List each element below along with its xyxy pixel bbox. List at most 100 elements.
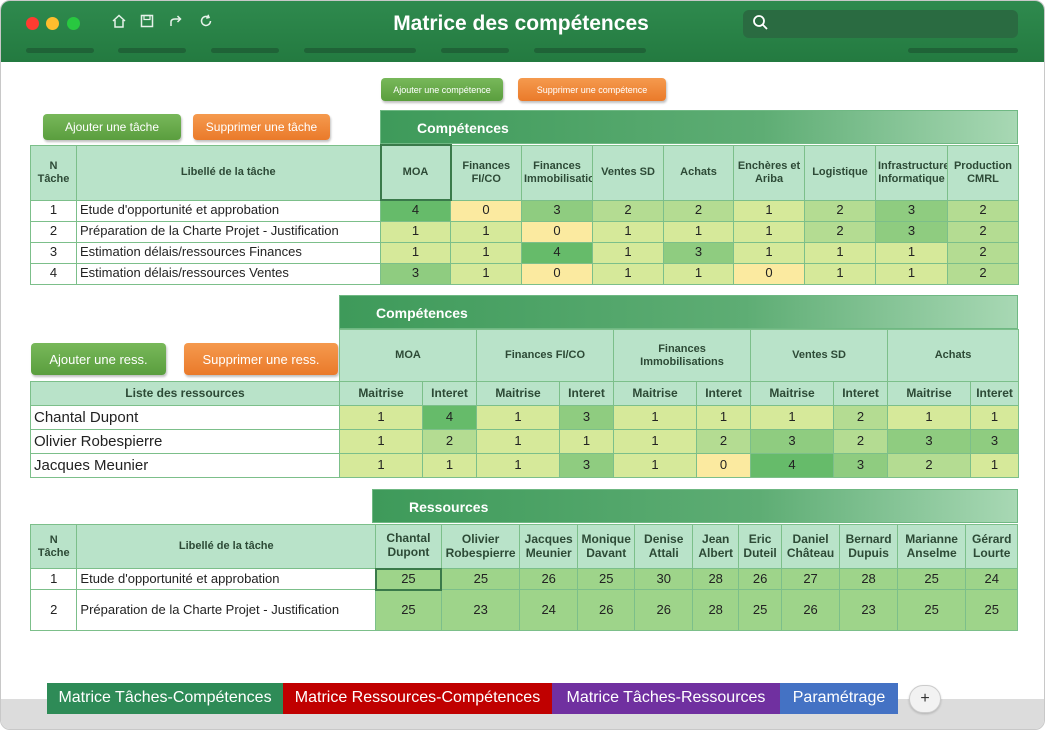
competence-level-cell[interactable]: 0 bbox=[521, 262, 593, 285]
interet-cell[interactable]: 2 bbox=[833, 429, 889, 454]
competence-level-cell[interactable]: 1 bbox=[733, 220, 805, 243]
task-label-cell[interactable]: Préparation de la Charte Projet - Justif… bbox=[76, 220, 381, 243]
score-cell[interactable]: 27 bbox=[780, 568, 841, 590]
competence-level-cell[interactable]: 1 bbox=[804, 241, 876, 264]
maitrise-cell[interactable]: 1 bbox=[339, 429, 423, 454]
column-header-competence[interactable]: Infrastructure Informatique bbox=[875, 144, 948, 201]
interet-cell[interactable]: 3 bbox=[970, 429, 1020, 454]
competence-level-cell[interactable]: 0 bbox=[733, 262, 805, 285]
maitrise-cell[interactable]: 1 bbox=[339, 453, 423, 478]
interet-cell[interactable]: 1 bbox=[559, 429, 615, 454]
column-header-resource[interactable]: Marianne Anselme bbox=[896, 524, 967, 569]
competence-level-cell[interactable]: 0 bbox=[521, 220, 593, 243]
column-header-competence[interactable]: Ventes SD bbox=[592, 144, 664, 201]
competence-level-cell[interactable]: 1 bbox=[450, 241, 522, 264]
competence-level-cell[interactable]: 1 bbox=[592, 262, 664, 285]
column-header-competence[interactable]: Ventes SD bbox=[750, 329, 889, 382]
competence-level-cell[interactable]: 1 bbox=[875, 262, 948, 285]
score-cell[interactable]: 26 bbox=[634, 589, 693, 631]
score-cell[interactable]: 25 bbox=[440, 568, 521, 590]
score-cell[interactable]: 28 bbox=[691, 589, 740, 631]
competence-level-cell[interactable]: 2 bbox=[947, 220, 1019, 243]
maitrise-cell[interactable]: 3 bbox=[750, 429, 835, 454]
tab-matrice-taches-competences[interactable]: Matrice Tâches-Compétences bbox=[47, 683, 283, 714]
column-header-resource[interactable]: Chantal Dupont bbox=[375, 524, 442, 569]
column-header-resource[interactable]: Daniel Château bbox=[780, 524, 841, 569]
competence-level-cell[interactable]: 1 bbox=[733, 241, 805, 264]
score-cell[interactable]: 30 bbox=[634, 568, 693, 590]
column-header-competence[interactable]: MOA bbox=[379, 144, 452, 201]
score-cell[interactable]: 24 bbox=[519, 589, 578, 631]
interet-cell[interactable]: 3 bbox=[559, 453, 615, 478]
column-header-resource[interactable]: Olivier Robespierre bbox=[440, 524, 521, 569]
task-label-cell[interactable]: Estimation délais/ressources Ventes bbox=[76, 262, 381, 285]
resource-name-cell[interactable]: Olivier Robespierre bbox=[30, 429, 340, 454]
task-number-cell[interactable]: 1 bbox=[30, 199, 77, 222]
competence-level-cell[interactable]: 2 bbox=[947, 199, 1019, 222]
column-header-resource[interactable]: Denise Attali bbox=[634, 524, 693, 569]
task-number-cell[interactable]: 4 bbox=[30, 262, 77, 285]
score-cell[interactable]: 25 bbox=[896, 589, 967, 631]
maitrise-cell[interactable]: 1 bbox=[613, 453, 698, 478]
delete-competence-button[interactable]: Supprimer une compétence bbox=[518, 78, 666, 101]
column-header-competence[interactable]: Finances Immobilisations bbox=[613, 329, 752, 382]
home-icon[interactable] bbox=[109, 13, 129, 33]
competence-level-cell[interactable]: 1 bbox=[380, 241, 451, 264]
column-header-resource[interactable]: Gérard Lourte bbox=[965, 524, 1018, 569]
competence-level-cell[interactable]: 1 bbox=[663, 262, 734, 285]
interet-cell[interactable]: 2 bbox=[421, 429, 478, 454]
column-header-competence[interactable]: Enchères et Ariba bbox=[733, 144, 805, 201]
maitrise-cell[interactable]: 1 bbox=[887, 405, 972, 430]
competence-level-cell[interactable]: 1 bbox=[663, 220, 734, 243]
maitrise-cell[interactable]: 1 bbox=[476, 429, 561, 454]
competence-level-cell[interactable]: 1 bbox=[733, 199, 805, 222]
interet-cell[interactable]: 1 bbox=[421, 453, 478, 478]
interet-cell[interactable]: 1 bbox=[970, 405, 1020, 430]
add-competence-button[interactable]: Ajouter une compétence bbox=[381, 78, 503, 101]
maximize-window-button[interactable] bbox=[67, 17, 80, 30]
interet-cell[interactable]: 2 bbox=[696, 429, 752, 454]
add-task-button[interactable]: Ajouter une tâche bbox=[43, 114, 181, 140]
search-box[interactable] bbox=[743, 10, 1018, 38]
task-number-cell[interactable]: 2 bbox=[30, 220, 77, 243]
competence-level-cell[interactable]: 3 bbox=[380, 262, 451, 285]
task-label-cell[interactable]: Etude d'opportunité et approbation bbox=[76, 568, 377, 590]
delete-resource-button[interactable]: Supprimer une ress. bbox=[184, 343, 338, 375]
score-cell[interactable]: 26 bbox=[738, 568, 782, 590]
maitrise-cell[interactable]: 2 bbox=[887, 453, 972, 478]
close-window-button[interactable] bbox=[26, 17, 39, 30]
competence-level-cell[interactable]: 3 bbox=[663, 241, 734, 264]
tab-matrice-ressources-competences[interactable]: Matrice Ressources-Compétences bbox=[283, 683, 552, 714]
competence-level-cell[interactable]: 1 bbox=[450, 262, 522, 285]
competence-level-cell[interactable]: 1 bbox=[450, 220, 522, 243]
score-cell[interactable]: 25 bbox=[375, 589, 442, 631]
score-cell[interactable]: 26 bbox=[576, 589, 636, 631]
column-header-resource[interactable]: Jacques Meunier bbox=[519, 524, 578, 569]
save-icon[interactable] bbox=[137, 13, 157, 33]
competence-level-cell[interactable]: 1 bbox=[380, 220, 451, 243]
competence-level-cell[interactable]: 3 bbox=[875, 220, 948, 243]
column-header-resource[interactable]: Jean Albert bbox=[691, 524, 740, 569]
competence-level-cell[interactable]: 1 bbox=[592, 220, 664, 243]
score-cell[interactable]: 25 bbox=[965, 589, 1018, 631]
competence-level-cell[interactable]: 2 bbox=[804, 199, 876, 222]
competence-level-cell[interactable]: 2 bbox=[592, 199, 664, 222]
delete-task-button[interactable]: Supprimer une tâche bbox=[193, 114, 330, 140]
column-header-competence[interactable]: Finances FI/CO bbox=[450, 144, 522, 201]
score-cell[interactable]: 26 bbox=[519, 568, 578, 590]
interet-cell[interactable]: 1 bbox=[696, 405, 752, 430]
score-cell[interactable]: 28 bbox=[691, 568, 740, 590]
column-header-resource[interactable]: Bernard Dupuis bbox=[839, 524, 898, 569]
competence-level-cell[interactable]: 2 bbox=[947, 262, 1019, 285]
competence-level-cell[interactable]: 3 bbox=[875, 199, 948, 222]
column-header-competence[interactable]: Logistique bbox=[804, 144, 876, 201]
task-number-cell[interactable]: 1 bbox=[29, 568, 78, 590]
column-header-competence[interactable]: MOA bbox=[338, 329, 478, 382]
score-cell[interactable]: 28 bbox=[839, 568, 898, 590]
competence-level-cell[interactable]: 1 bbox=[804, 262, 876, 285]
task-label-cell[interactable]: Estimation délais/ressources Finances bbox=[76, 241, 381, 264]
maitrise-cell[interactable]: 1 bbox=[750, 405, 835, 430]
interet-cell[interactable]: 0 bbox=[696, 453, 752, 478]
interet-cell[interactable]: 2 bbox=[833, 405, 889, 430]
add-sheet-button[interactable]: + bbox=[909, 685, 941, 713]
